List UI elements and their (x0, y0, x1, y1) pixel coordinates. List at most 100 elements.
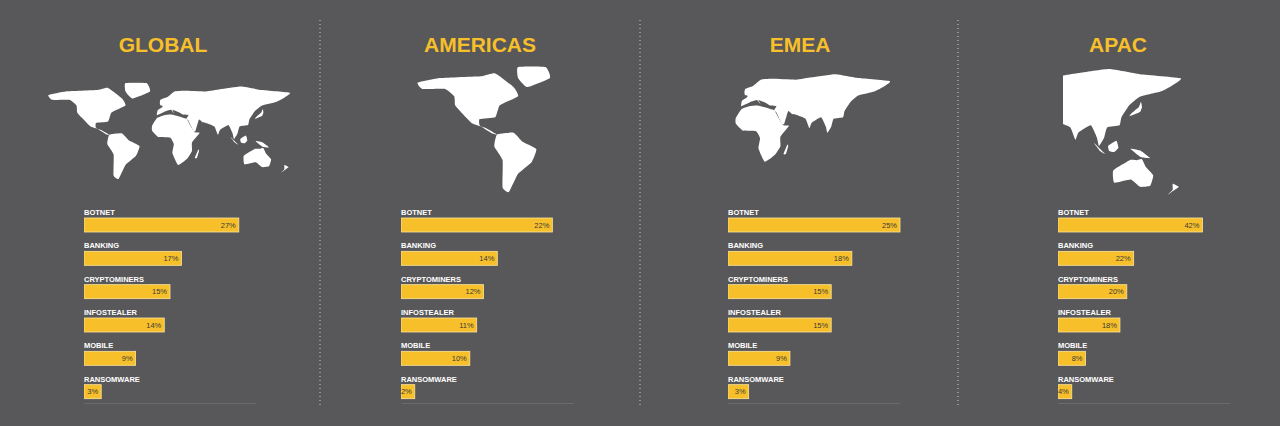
panel-title: APAC (1089, 33, 1147, 56)
background (0, 0, 1280, 426)
bar (84, 251, 181, 265)
category-label: MOBILE (84, 341, 113, 350)
panel: EMEABOTNETBANKINGCRYPTOMINERSINFOSTEALER… (728, 33, 901, 404)
landmass (418, 73, 519, 134)
bar (401, 285, 484, 299)
bars (84, 218, 239, 399)
data-label: 18% (834, 254, 849, 263)
data-label: 14% (479, 254, 494, 263)
landmass (195, 149, 199, 158)
chart-canvas: GLOBAL BOTNET BANKING CRYPTOMINERS INFOSTEAL… (0, 0, 1280, 426)
category-label: MOBILE (1058, 341, 1087, 350)
bar (1058, 385, 1072, 399)
landmass (1131, 149, 1150, 158)
landmass (1130, 102, 1142, 116)
landmass (256, 141, 269, 147)
bar (401, 385, 415, 399)
bar (84, 385, 101, 399)
landmass (125, 83, 150, 99)
bar (401, 351, 470, 365)
value-axis (1059, 403, 1231, 404)
category-label: BANKING (728, 241, 763, 250)
category-label: CRYPTOMINERS (401, 275, 461, 284)
bar (1058, 251, 1134, 265)
bar (84, 351, 136, 365)
panel-title: AMERICAS (424, 33, 536, 56)
region-map (1063, 69, 1181, 195)
category-label: INFOSTEALER (728, 308, 782, 317)
panel: AMERICASBOTNETBANKINGCRYPTOMINERSINFOSTE… (401, 33, 574, 404)
bars (728, 218, 900, 399)
landmass (744, 89, 749, 95)
landmass (152, 115, 200, 165)
bar (84, 318, 164, 332)
bar (728, 385, 749, 399)
landmass (160, 100, 165, 106)
landmass (48, 88, 125, 135)
data-label: 10% (452, 354, 467, 363)
data-label: 3% (735, 387, 746, 396)
category-label: BOTNET (728, 208, 759, 217)
category-label: RANSOMWARE (728, 375, 784, 384)
category-label: BOTNET (84, 208, 115, 217)
category-label: MOBILE (728, 341, 757, 350)
landmass (1168, 184, 1179, 195)
data-label: 15% (813, 287, 828, 296)
bar (84, 218, 239, 232)
landmass (243, 148, 271, 167)
data-labels: 27%17%15%14%9%3% (87, 221, 236, 397)
data-label: 9% (776, 354, 787, 363)
data-label: 8% (1072, 354, 1083, 363)
landmass (1108, 141, 1118, 152)
bar (401, 251, 497, 265)
landmass (281, 165, 289, 173)
data-label: 17% (163, 254, 178, 263)
bar (728, 251, 852, 265)
axis-line (85, 403, 257, 404)
category-label: INFOSTEALER (401, 308, 455, 317)
landmass (255, 109, 263, 119)
panel-title: GLOBAL (119, 33, 208, 56)
data-label: 25% (882, 221, 897, 230)
bar (401, 218, 552, 232)
landmass (230, 137, 238, 145)
value-axis (729, 403, 901, 404)
region-map (735, 74, 890, 162)
data-label: 42% (1184, 221, 1199, 230)
data-label: 22% (1116, 254, 1131, 263)
category-label: BANKING (84, 241, 119, 250)
data-label: 15% (152, 287, 167, 296)
landmass (240, 136, 247, 144)
category-label: BOTNET (1058, 208, 1089, 217)
landmass (1094, 143, 1105, 154)
axis-line (402, 403, 574, 404)
data-label: 15% (813, 321, 828, 330)
axis-line (729, 403, 901, 404)
data-label: 18% (1102, 321, 1117, 330)
category-label: RANSOMWARE (1058, 375, 1114, 384)
bar (401, 318, 477, 332)
bars (1058, 218, 1202, 399)
data-label: 22% (534, 221, 549, 230)
axis-line (1059, 403, 1231, 404)
region-map (48, 83, 290, 179)
bar (84, 285, 170, 299)
landmass (517, 66, 550, 87)
category-label: INFOSTEALER (84, 308, 138, 317)
data-labels: 42%22%20%18%8%4% (1058, 221, 1200, 397)
category-label: MOBILE (401, 341, 430, 350)
bar (728, 351, 790, 365)
category-label: BANKING (401, 241, 436, 250)
data-label: 2% (401, 387, 412, 396)
bars (401, 218, 552, 399)
category-label: RANSOMWARE (401, 375, 457, 384)
category-label: RANSOMWARE (84, 375, 140, 384)
data-label: 14% (146, 321, 161, 330)
data-labels: 25% 18% 15% 15% 9% 3% (735, 221, 898, 397)
value-axis (85, 403, 257, 404)
landmass (735, 105, 789, 161)
data-label: 27% (221, 221, 236, 230)
category-label: CRYPTOMINERS (1058, 275, 1118, 284)
data-label: 12% (466, 287, 481, 296)
category-label: CRYPTOMINERS (728, 275, 788, 284)
